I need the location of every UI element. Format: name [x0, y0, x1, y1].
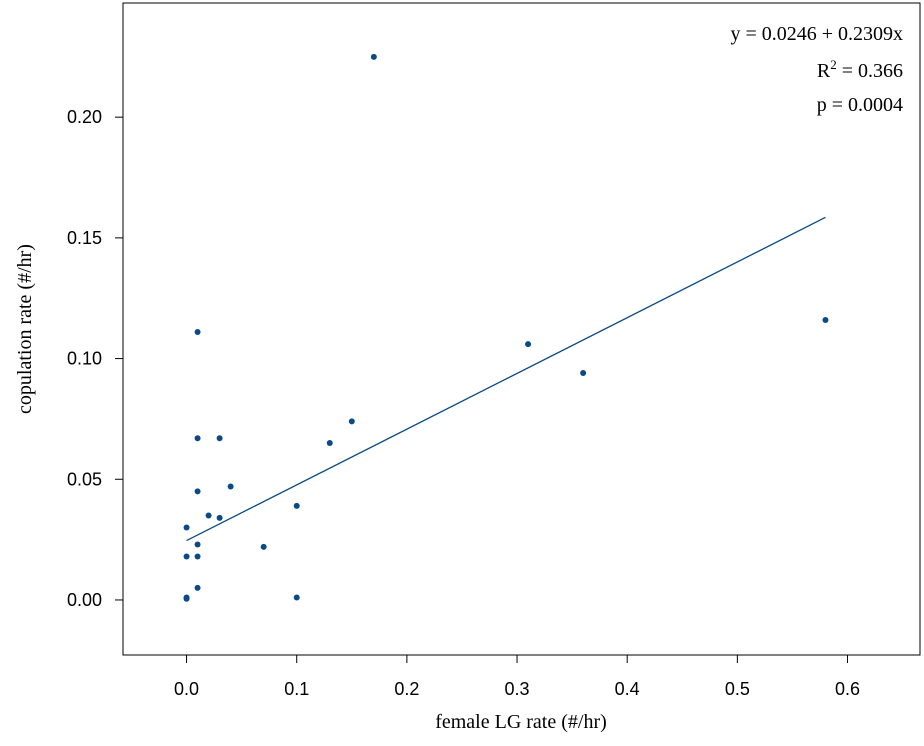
- x-tick-label: 0.0: [174, 679, 199, 699]
- annotation: y = 0.0246 + 0.2309x: [730, 23, 903, 45]
- x-axis-label: female LG rate (#/hr): [435, 711, 607, 733]
- point: [183, 553, 190, 560]
- annotation-sup: 2: [830, 57, 837, 72]
- annotation-part: R: [817, 60, 831, 82]
- x-tick-label: 0.3: [505, 679, 530, 699]
- x-tick-label: 0.2: [394, 679, 419, 699]
- fit-line: [186, 216, 826, 542]
- y-tick-label: 0.05: [67, 469, 102, 489]
- annotation-part: = 0.366: [837, 60, 903, 82]
- point: [525, 341, 532, 348]
- point: [216, 514, 223, 521]
- point: [194, 435, 201, 442]
- x-tick-label: 0.1: [284, 679, 309, 699]
- point: [194, 541, 201, 548]
- point: [580, 370, 587, 377]
- point: [293, 502, 300, 509]
- y-axis-label: copulation rate (#/hr): [14, 244, 36, 414]
- point: [194, 553, 201, 560]
- point: [370, 53, 377, 60]
- point: [194, 584, 201, 591]
- y-tick-label: 0.15: [67, 228, 102, 248]
- point: [260, 543, 267, 550]
- x-tick-label: 0.5: [725, 679, 750, 699]
- point: [326, 440, 333, 447]
- y-tick-label: 0.20: [67, 107, 102, 127]
- point: [822, 316, 829, 323]
- annotation: R2 = 0.366: [817, 57, 903, 82]
- point: [183, 524, 190, 531]
- point: [216, 435, 223, 442]
- point: [293, 594, 300, 601]
- point: [183, 595, 190, 602]
- point: [194, 329, 201, 336]
- point: [205, 512, 212, 519]
- y-tick-label: 0.00: [67, 590, 102, 610]
- x-tick-label: 0.4: [615, 679, 640, 699]
- annotation: p = 0.0004: [817, 94, 903, 116]
- point: [227, 483, 234, 490]
- x-tick-label: 0.6: [835, 679, 860, 699]
- plot-frame: [122, 2, 921, 656]
- y-tick-label: 0.10: [67, 349, 102, 369]
- point: [348, 418, 355, 425]
- point: [194, 488, 201, 495]
